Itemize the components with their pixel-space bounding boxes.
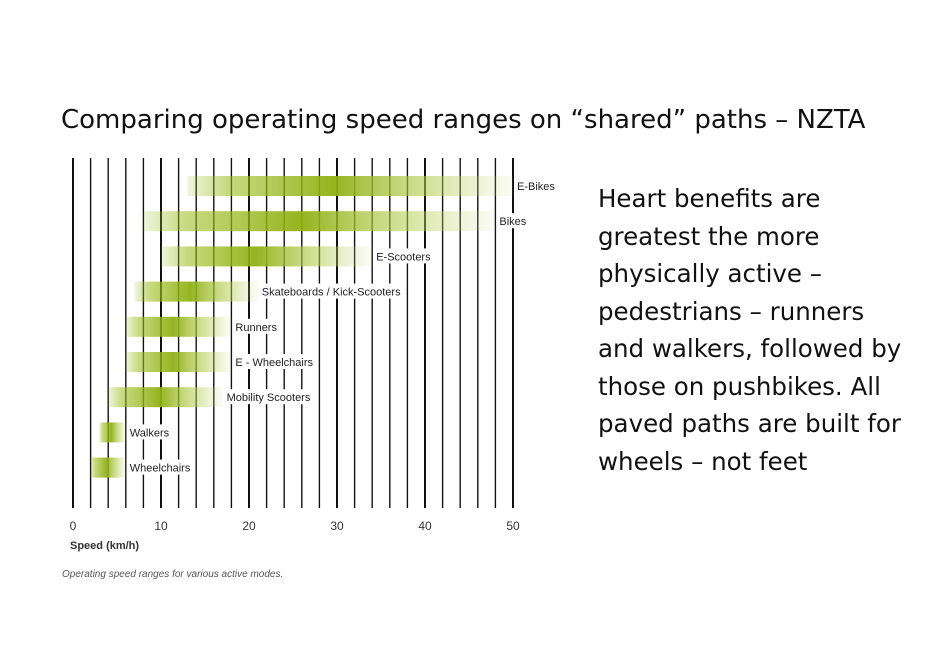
range-bar [161,246,373,267]
bar-label: E-Bikes [517,181,555,193]
chart-caption: Operating speed ranges for various activ… [62,569,283,580]
bar-label: Runners [235,322,277,334]
bar-label: E-Scooters [376,251,431,263]
x-tick-label: 10 [154,519,168,533]
bar-label-background [233,354,316,369]
x-tick-label: 30 [330,519,344,533]
bar-label-background [515,178,557,193]
bar-label-background [127,424,172,440]
bar-label-background [127,459,193,475]
speed-range-chart: E-Bikes Bikes E-Scooters Skateboards / Kick… [62,158,557,580]
bar-label: Wheelchairs [130,463,191,475]
slide-title: Comparing operating speed ranges on “sha… [61,105,866,135]
bar-label-background [497,213,529,229]
bar-label: E - Wheelchairs [235,357,313,369]
range-bar [143,211,496,232]
x-axis-label: Speed (km/h) [70,540,139,552]
range-bar [187,176,513,196]
x-tick-label: 50 [506,519,520,533]
bar-labels: E-Bikes Bikes E-Scooters Skateboards / Kick… [127,178,557,475]
range-bar [108,387,223,408]
range-bar [99,422,126,443]
bar-label-background [233,318,279,334]
x-tick-label: 20 [242,519,256,533]
bars [90,176,513,478]
range-bar [90,457,126,478]
range-bar [125,352,232,372]
range-bar [134,281,258,302]
bar-label-background [374,248,433,264]
x-tick-label: 0 [70,519,77,533]
bar-label-background [259,283,403,299]
bar-label: Bikes [499,216,526,228]
bar-label-background [224,389,313,405]
side-commentary: Heart benefits are greatest the more phy… [598,184,902,476]
bar-label: Mobility Scooters [227,392,311,404]
x-tick-labels: 0 10 20 30 40 50 [70,519,520,533]
bar-label: Walkers [130,427,170,439]
range-bar [125,316,232,337]
bar-label: Skateboards / Kick-Scooters [262,287,401,299]
x-tick-label: 40 [418,519,432,533]
